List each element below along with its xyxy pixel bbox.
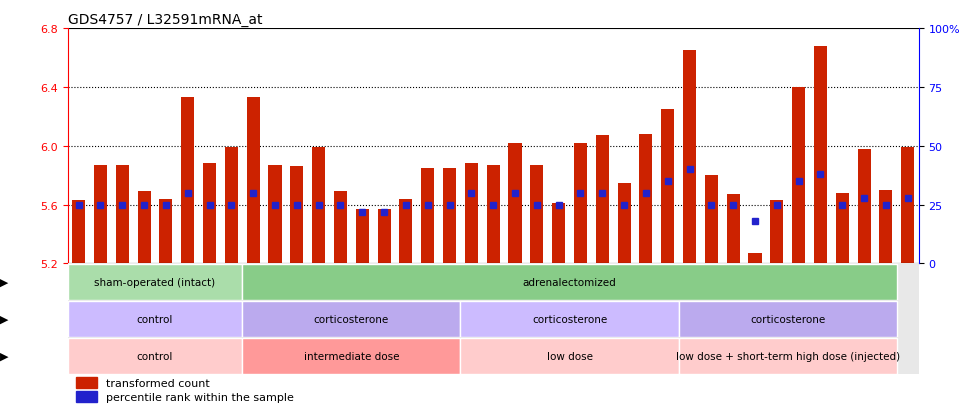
FancyBboxPatch shape [460, 338, 679, 374]
Bar [748, 254, 762, 264]
Bar [879, 190, 893, 264]
Text: dose ▶: dose ▶ [0, 351, 8, 361]
Bar [792, 88, 806, 264]
Bar [312, 148, 325, 264]
Bar [552, 204, 565, 264]
Bar [726, 195, 740, 264]
Bar [269, 166, 281, 264]
Bar [486, 166, 500, 264]
FancyBboxPatch shape [243, 338, 460, 374]
Bar [247, 98, 260, 264]
Text: percentile rank within the sample: percentile rank within the sample [106, 392, 294, 401]
FancyBboxPatch shape [679, 301, 896, 337]
Text: adrenalectomized: adrenalectomized [522, 277, 616, 287]
FancyBboxPatch shape [243, 265, 896, 300]
Bar [422, 169, 434, 264]
Bar [160, 199, 172, 264]
Bar [835, 193, 849, 264]
FancyBboxPatch shape [460, 301, 679, 337]
Text: GDS4757 / L32591mRNA_at: GDS4757 / L32591mRNA_at [68, 12, 262, 26]
Text: control: control [136, 314, 173, 324]
Bar [290, 167, 304, 264]
Bar [705, 176, 718, 264]
Bar [509, 143, 521, 264]
Bar [334, 192, 347, 264]
Bar [573, 143, 587, 264]
Bar [399, 199, 413, 264]
Text: sham-operated (intact): sham-operated (intact) [95, 277, 216, 287]
Bar [814, 47, 827, 264]
Bar [76, 391, 98, 402]
Bar [181, 98, 194, 264]
Text: low dose + short-term high dose (injected): low dose + short-term high dose (injecte… [676, 351, 900, 361]
Text: corticosterone: corticosterone [532, 314, 607, 324]
Text: intermediate dose: intermediate dose [304, 351, 399, 361]
Bar [356, 209, 368, 264]
Bar [858, 149, 870, 264]
Bar [639, 135, 653, 264]
Bar [94, 166, 107, 264]
FancyBboxPatch shape [68, 301, 243, 337]
Bar [530, 166, 543, 264]
Text: protocol ▶: protocol ▶ [0, 277, 8, 287]
Text: transformed count: transformed count [106, 378, 210, 388]
Bar [224, 148, 238, 264]
FancyBboxPatch shape [68, 338, 243, 374]
Bar [203, 164, 216, 264]
FancyBboxPatch shape [68, 265, 243, 300]
Bar [771, 201, 783, 264]
Bar [377, 209, 391, 264]
Bar [661, 110, 674, 264]
Bar [618, 183, 630, 264]
Bar [116, 166, 129, 264]
Text: corticosterone: corticosterone [313, 314, 389, 324]
Text: low dose: low dose [546, 351, 593, 361]
Text: agent ▶: agent ▶ [0, 314, 8, 324]
Bar [73, 201, 85, 264]
Bar [901, 148, 914, 264]
Bar [443, 169, 456, 264]
FancyBboxPatch shape [243, 301, 460, 337]
Bar [683, 51, 696, 264]
Bar [596, 136, 609, 264]
FancyBboxPatch shape [679, 338, 896, 374]
Text: control: control [136, 351, 173, 361]
Bar [76, 377, 98, 388]
Bar [137, 192, 151, 264]
Text: corticosterone: corticosterone [750, 314, 826, 324]
Bar [465, 164, 478, 264]
